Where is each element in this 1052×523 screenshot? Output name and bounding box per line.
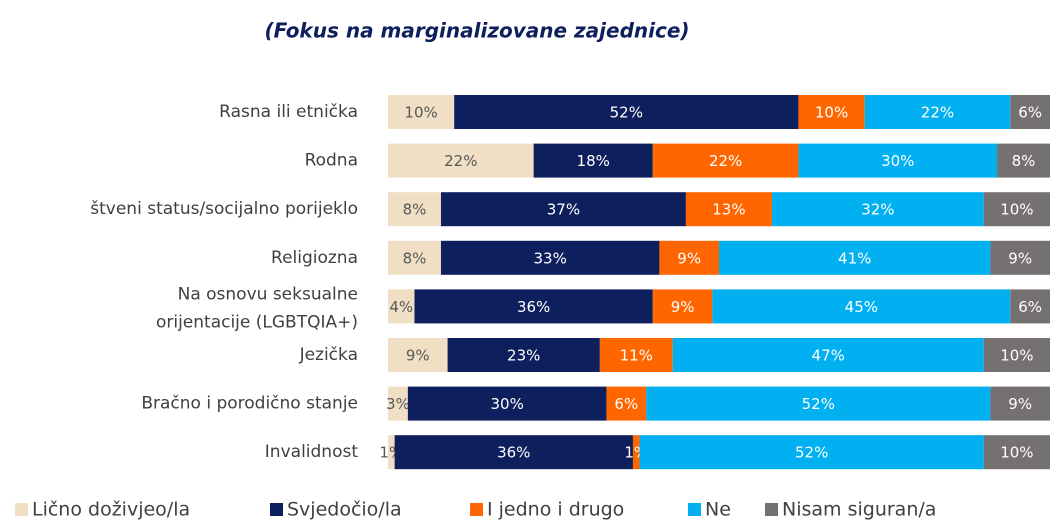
bar-segment [652, 289, 713, 324]
value-label: 47% [812, 347, 845, 365]
bar-segment [388, 240, 441, 275]
bar-segment [798, 95, 865, 129]
legend-label: I jedno i drugo [487, 499, 624, 521]
legend-label: Lično doživjeo/la [32, 499, 190, 521]
category-label: Rasna ili etnička [219, 102, 358, 122]
bar-segment [599, 338, 673, 372]
bar-segment [388, 143, 534, 178]
value-label: 41% [838, 249, 871, 267]
bar-segment [1010, 289, 1050, 324]
value-label: 23% [507, 347, 540, 365]
legend-swatch [470, 503, 483, 516]
bar-segment [771, 192, 984, 227]
bar-segment [983, 192, 1050, 227]
legend-label: Svjedočio/la [287, 499, 402, 521]
bar-segment [632, 435, 640, 470]
value-label: 37% [547, 201, 580, 219]
bar-segment [639, 435, 984, 470]
value-label: 10% [1000, 347, 1033, 365]
value-label: 9% [1008, 249, 1032, 267]
bar-segment [652, 143, 799, 178]
bar-segment [440, 192, 686, 227]
value-label: 9% [406, 347, 430, 365]
bar-segment [454, 95, 799, 129]
value-label: 32% [861, 201, 894, 219]
legend-swatch [15, 503, 28, 516]
bar-segment [864, 95, 1011, 129]
bar-segment [997, 143, 1050, 178]
value-label: 9% [671, 298, 695, 316]
category-label: Invalidnost [265, 442, 359, 462]
legend-swatch [270, 503, 283, 516]
bar-segment [388, 338, 448, 372]
value-label: 52% [610, 104, 643, 122]
category-label: Na osnovu seksualne orijentacije (LGBTQIA… [156, 284, 358, 332]
bar-segment [388, 435, 395, 470]
bar-segment [1010, 95, 1050, 129]
category-label: štveni status/socijalno porijeklo [90, 199, 358, 219]
value-label: 22% [709, 152, 742, 170]
bar-segment [659, 240, 719, 275]
category-label: Rodna [305, 151, 358, 171]
value-label: 10% [815, 104, 848, 122]
value-label: 52% [795, 444, 828, 462]
value-label: 36% [517, 298, 550, 316]
value-label: 10% [404, 104, 437, 122]
value-label: 10% [1000, 201, 1033, 219]
category-label: Jezička [299, 345, 358, 365]
bar-segment [414, 289, 653, 324]
value-label: 11% [620, 347, 653, 365]
value-label: 30% [881, 152, 914, 170]
legend-swatch [688, 503, 701, 516]
value-label: 52% [802, 395, 835, 413]
bar-segment [533, 143, 653, 178]
bar-segment [440, 240, 660, 275]
bar-segment [447, 338, 600, 372]
bar-segment [719, 240, 991, 275]
bar-segment [672, 338, 984, 372]
bar-segment [983, 338, 1050, 372]
value-label: 6% [614, 395, 638, 413]
bar-segment [983, 435, 1050, 470]
value-label: 18% [577, 152, 610, 170]
value-label: 9% [677, 249, 701, 267]
value-label: 22% [444, 152, 477, 170]
value-label: 8% [403, 201, 427, 219]
value-label: 33% [534, 249, 567, 267]
legend-swatch [765, 503, 778, 516]
legend-label: Nisam siguran/a [782, 499, 936, 521]
value-label: 36% [497, 444, 530, 462]
value-label: 10% [1000, 444, 1033, 462]
value-label: 6% [1018, 298, 1042, 316]
value-label: 4% [389, 298, 413, 316]
value-label: 8% [1012, 152, 1036, 170]
value-label: 3% [386, 395, 410, 413]
chart-title: (Fokus na marginalizovane zajednice) [264, 19, 689, 43]
category-label: Bračno i porodično stanje [141, 394, 358, 414]
bar-segment [798, 143, 998, 178]
bar-segment [394, 435, 633, 470]
category-label: Religiozna [271, 248, 358, 268]
bar-segment [646, 386, 991, 421]
bar-segment [388, 192, 441, 227]
value-label: 13% [712, 201, 745, 219]
bar-segment [606, 386, 647, 421]
bar-segment [388, 289, 415, 324]
bar-segment [407, 386, 607, 421]
legend-label: Ne [705, 499, 731, 521]
value-label: 45% [845, 298, 878, 316]
bar-segment [990, 386, 1050, 421]
value-label: 8% [403, 249, 427, 267]
bar-segment [388, 386, 408, 421]
bar-segment [685, 192, 772, 227]
value-label: 6% [1018, 104, 1042, 122]
value-label: 30% [490, 395, 523, 413]
value-label: 9% [1008, 395, 1032, 413]
bar-segment [712, 289, 1011, 324]
value-label: 22% [921, 104, 954, 122]
bar-segment [990, 240, 1050, 275]
bar-segment [388, 95, 455, 129]
